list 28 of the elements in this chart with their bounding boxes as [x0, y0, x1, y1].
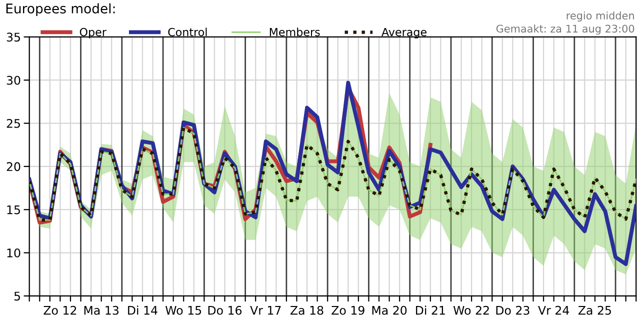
x-tick-label: Vr 24: [538, 306, 570, 315]
y-tick-label: 30: [6, 76, 20, 85]
x-tick-label: Do 23: [496, 306, 530, 315]
y-tick-label: 25: [6, 119, 20, 128]
legend-label: Control: [168, 28, 207, 36]
x-tick-label: Zo 12: [44, 306, 76, 315]
x-tick-label: Do 16: [208, 306, 242, 315]
x-tick-label: Di 21: [416, 306, 445, 315]
y-tick-label: 20: [6, 162, 20, 172]
x-tick-label: Ma 20: [372, 306, 407, 315]
x-tick-label: Ma 13: [84, 306, 118, 315]
x-tick-label: Za 25: [578, 306, 611, 315]
text: Gemaakt: za 11 aug 23:00: [496, 24, 634, 35]
legend-label: Members: [270, 28, 320, 36]
x-tick-label: Vr 17: [250, 306, 281, 315]
y-tick-label: 15: [7, 205, 20, 214]
y-tick-label: 5: [14, 292, 20, 301]
x-tick-label: Zo 19: [332, 306, 364, 315]
chart-title: Europees model:: [6, 3, 115, 16]
x-tick-label: Wo 15: [166, 306, 202, 315]
y-tick-label: 35: [6, 32, 20, 42]
legend-label: Average: [382, 28, 426, 38]
legend-label: Oper: [80, 28, 106, 38]
x-tick-label: Za 18: [290, 306, 324, 315]
text: regio midden: [566, 11, 634, 22]
x-tick-label: Di 14: [128, 306, 158, 315]
y-tick-label: 10: [7, 248, 20, 258]
x-tick-label: Wo 22: [453, 306, 489, 315]
